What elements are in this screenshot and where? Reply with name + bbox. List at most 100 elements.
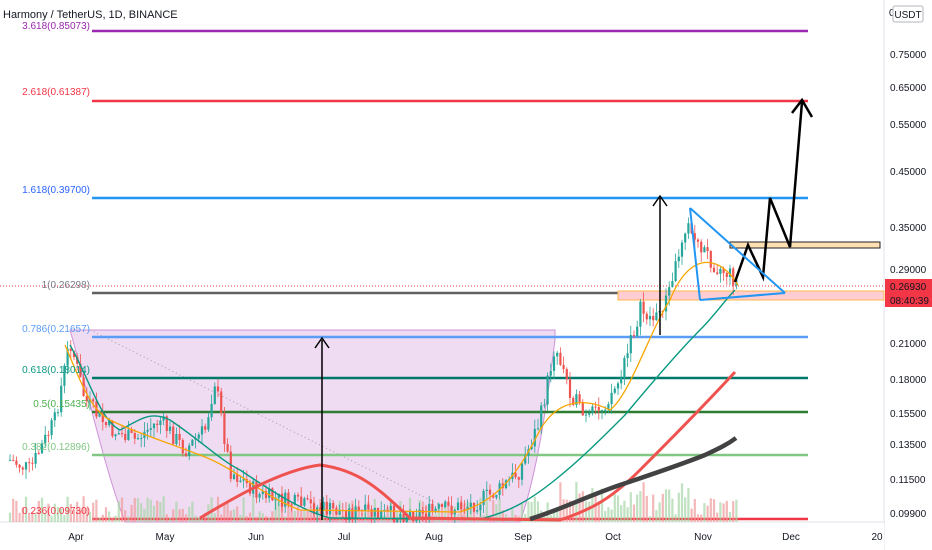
candle-body	[181, 440, 184, 454]
volume-bar	[658, 502, 661, 522]
candle-body	[53, 412, 56, 421]
volume-bar	[725, 500, 728, 522]
current-price-value: 0.26930	[890, 282, 927, 293]
volume-bar	[24, 496, 28, 522]
candle-body	[728, 268, 732, 278]
candle-body	[712, 267, 716, 273]
candle-body	[146, 429, 149, 432]
candle-body	[351, 508, 354, 519]
countdown-tag	[885, 293, 932, 307]
volume-bar	[197, 517, 200, 522]
volume-bar	[146, 497, 149, 522]
volume-bar	[168, 517, 172, 522]
time-tick: Dec	[782, 532, 800, 543]
volume-bar	[111, 517, 114, 522]
candle-body	[514, 472, 517, 478]
volume-bar	[524, 513, 527, 522]
volume-bar	[293, 510, 296, 522]
candle-body	[600, 410, 604, 412]
candle-body	[668, 287, 671, 296]
candle-body	[616, 383, 620, 389]
volume-bar	[37, 500, 40, 522]
candle-body	[124, 433, 127, 440]
fib-label-3618: 3.618(0.85073)	[22, 21, 90, 32]
volume-bar	[127, 516, 130, 522]
volume-bar	[572, 501, 575, 522]
candle-body	[546, 375, 549, 405]
candle-body	[408, 511, 412, 517]
volume-bar	[165, 514, 168, 522]
candle-body	[696, 239, 700, 242]
candle-body	[28, 462, 31, 464]
volume-bar	[66, 496, 69, 522]
volume-bar	[220, 514, 223, 522]
time-tick: Jul	[338, 532, 351, 543]
volume-bar	[300, 510, 303, 522]
volume-bar	[130, 504, 133, 522]
price-tick: 0.45000	[890, 167, 927, 178]
candle-body	[463, 509, 466, 511]
candle-body	[364, 504, 367, 512]
volume-bar	[124, 510, 127, 522]
candle-body	[280, 493, 284, 507]
candle-body	[332, 502, 335, 509]
candle-body	[540, 405, 543, 429]
projection-drawings[interactable]	[314, 97, 814, 520]
volume-bar	[332, 508, 335, 522]
candle-body	[610, 392, 613, 405]
price-axis[interactable]: 0 USDT 0.75000 0.65000 0.55000 0.45000 0…	[885, 0, 932, 550]
candle-body	[680, 242, 684, 257]
volume-bar	[88, 512, 92, 522]
volume-bar	[284, 516, 287, 522]
candle-body	[232, 474, 236, 479]
price-tick: 0.15500	[890, 409, 927, 420]
candle-body	[437, 504, 440, 509]
volume-bar	[645, 495, 648, 522]
volume-bar	[671, 498, 674, 522]
volume-bar	[386, 507, 389, 522]
volume-bar	[588, 501, 591, 522]
volume-bar	[162, 496, 165, 522]
candle-body	[47, 434, 50, 436]
price-tick: 0.18000	[890, 375, 927, 386]
currency-badge[interactable]	[892, 5, 924, 23]
time-tick: Sep	[514, 532, 532, 543]
candle-body	[632, 335, 636, 337]
volume-bar	[700, 514, 703, 522]
candle-body	[236, 474, 239, 482]
chart-title: Harmony / TetherUS, 1D, BINANCE	[3, 9, 178, 21]
candle-body	[530, 446, 533, 450]
volume-bar	[303, 510, 306, 522]
volume-bar	[648, 516, 652, 522]
volume-bar	[690, 508, 693, 522]
volume-bar	[655, 510, 658, 522]
fib-label-0786: 0.786(0.21657)	[22, 324, 90, 335]
candle-body	[476, 509, 479, 512]
volume-bar	[613, 494, 616, 522]
volume-bar	[287, 497, 290, 522]
falling-wedge[interactable]	[689, 207, 786, 301]
candle-body	[565, 369, 568, 380]
volume-bar	[95, 499, 98, 522]
volume-bar	[527, 501, 530, 522]
volume-bar	[31, 511, 34, 522]
volume-bar	[693, 499, 696, 522]
candle-body	[620, 378, 623, 384]
candle-body	[626, 353, 629, 359]
volume-bar	[607, 507, 610, 522]
zone-upper[interactable]	[729, 241, 881, 249]
projection-zigzag[interactable]	[733, 101, 804, 283]
volume-bar	[53, 503, 56, 522]
volume-bar	[578, 493, 581, 522]
candle-body	[719, 268, 722, 274]
candle-body	[517, 477, 520, 480]
time-axis[interactable]: Apr May Jun Jul Aug Sep Oct Nov Dec 20	[0, 523, 884, 550]
volume-bar	[226, 502, 229, 522]
volume-bar	[447, 504, 450, 522]
candle-body	[165, 416, 168, 432]
volume-bar	[306, 508, 309, 522]
volume-bar	[485, 500, 488, 522]
time-tick: Jun	[248, 532, 264, 543]
volume-bar	[501, 510, 504, 522]
